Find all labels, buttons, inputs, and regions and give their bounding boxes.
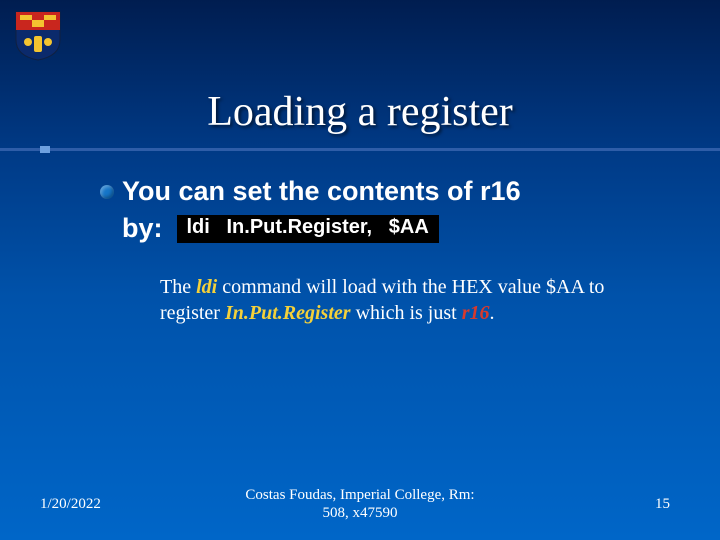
title-divider-cap (40, 146, 50, 153)
slide-title-wrap: Loading a register (0, 88, 720, 136)
code-text: ldi In.Put.Register, $AA (187, 216, 429, 239)
slide-footer: 1/20/2022 Costas Foudas, Imperial Colleg… (0, 486, 720, 522)
footer-page-number: 15 (655, 496, 670, 513)
explanation-text: The ldi command will load with the HEX v… (160, 274, 660, 326)
university-crest-icon (14, 10, 62, 62)
footer-center: Costas Foudas, Imperial College, Rm: 508… (0, 486, 720, 522)
bullet-text-2: by: (122, 213, 163, 244)
footer-date: 1/20/2022 (40, 496, 101, 513)
slide-title: Loading a register (0, 88, 720, 136)
code-box: ldi In.Put.Register, $AA (177, 215, 439, 243)
title-divider (0, 148, 720, 151)
footer-author-l2: 508, x47590 (323, 505, 398, 521)
bullet-text-1: You can set the contents of r16 (122, 176, 521, 207)
bullet-line-2: by: ldi In.Put.Register, $AA (122, 213, 660, 244)
footer-author-l1: Costas Foudas, Imperial College, Rm: (245, 487, 474, 503)
bullet-icon (100, 185, 114, 199)
bullet-line-1: You can set the contents of r16 (100, 176, 660, 207)
slide-body: You can set the contents of r16 by: ldi … (100, 176, 660, 326)
